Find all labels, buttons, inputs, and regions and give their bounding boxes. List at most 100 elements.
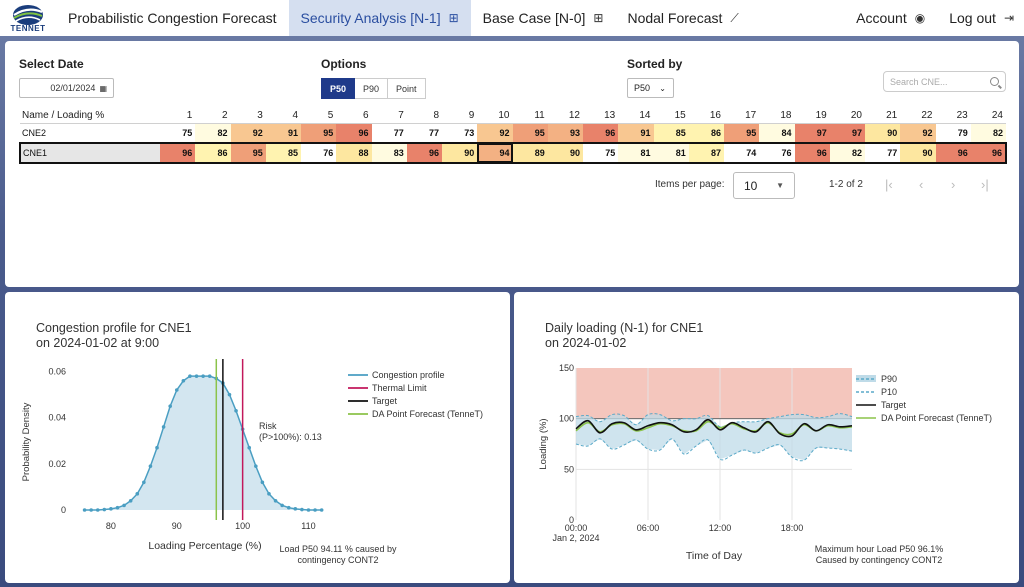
account-button[interactable]: Account ◉ [844, 0, 937, 36]
loading-cell[interactable]: 76 [301, 142, 337, 164]
daily-loading-chart[interactable]: 00:00 06:00 12:00 18:00 0 50 100 150 P90 P10 Targ… [514, 292, 1019, 583]
legend-label[interactable]: Target [881, 400, 907, 410]
search-cne-input[interactable]: Search CNE... [883, 71, 1006, 92]
last-page-icon[interactable]: ›| [981, 177, 989, 192]
date-input[interactable]: 02/01/2024 ▦ [19, 78, 114, 98]
option-point-button[interactable]: Point [388, 78, 426, 99]
column-header-hour[interactable]: 7 [398, 109, 404, 121]
column-header-hour[interactable]: 5 [327, 109, 334, 121]
loading-cell[interactable]: 73 [442, 122, 478, 143]
loading-cell[interactable]: 96 [935, 142, 971, 164]
density-point[interactable] [155, 445, 159, 450]
sort-select[interactable]: P50 ⌄ [627, 78, 674, 98]
density-point[interactable] [273, 498, 278, 503]
column-header-hour[interactable]: 2 [221, 109, 228, 121]
legend-label[interactable]: Congestion profile [372, 370, 445, 380]
column-header-hour[interactable]: 1 [186, 109, 193, 121]
loading-cell[interactable]: 95 [230, 142, 266, 164]
loading-cell[interactable]: 89 [512, 142, 548, 164]
density-point[interactable] [161, 425, 166, 429]
column-header-hour[interactable]: 16 [709, 109, 721, 121]
tennet-logo[interactable]: TENNET [0, 0, 56, 36]
loading-cell[interactable]: 96 [406, 142, 442, 164]
loading-cell[interactable]: 88 [336, 142, 372, 164]
column-header-hour[interactable]: 6 [362, 109, 369, 121]
column-header-hour[interactable]: 13 [604, 109, 616, 121]
density-point[interactable] [319, 508, 324, 512]
loading-cell[interactable]: 90 [865, 122, 901, 143]
cne-name-cell[interactable]: CNE1 [19, 142, 160, 164]
logout-button[interactable]: Log out ⇥ [937, 0, 1024, 36]
density-point[interactable] [142, 480, 146, 485]
loading-cell[interactable]: 95 [301, 122, 337, 143]
density-point[interactable] [122, 503, 126, 508]
column-header-hour[interactable]: 17 [745, 109, 757, 121]
column-header-hour[interactable]: 23 [956, 109, 968, 121]
loading-cell[interactable]: 96 [583, 122, 619, 143]
loading-cell[interactable]: 91 [618, 122, 654, 143]
column-header-hour[interactable]: 4 [292, 109, 298, 121]
density-point[interactable] [128, 498, 133, 503]
density-point[interactable] [82, 508, 87, 512]
calendar-icon[interactable]: ▦ [99, 83, 107, 93]
column-header-hour[interactable]: 18 [780, 109, 792, 121]
loading-cell[interactable]: 96 [794, 142, 830, 164]
density-point[interactable] [254, 464, 258, 468]
loading-cell[interactable]: 75 [583, 142, 619, 164]
column-header-hour[interactable]: 24 [991, 109, 1003, 121]
p10-line[interactable] [575, 438, 853, 462]
loading-cell[interactable]: 77 [371, 122, 407, 143]
column-header-hour[interactable]: 11 [534, 109, 545, 121]
table-row[interactable]: CNE1 96 86 95 85 76 88 83 96 90 94 89 90 75 81 81 87 74 76… [19, 142, 1008, 164]
density-point[interactable] [201, 374, 205, 378]
loading-cell[interactable]: 96 [336, 122, 372, 143]
loading-cell[interactable]: 92 [900, 122, 936, 143]
density-point[interactable] [115, 505, 120, 510]
column-header-name[interactable]: Name / Loading % [22, 109, 105, 121]
loading-cell[interactable]: 94 [477, 142, 513, 164]
legend-label[interactable]: DA Point Forecast (TenneT) [881, 413, 992, 423]
density-point[interactable] [194, 374, 199, 378]
loading-cell[interactable]: 92 [230, 122, 266, 143]
loading-cell[interactable]: 95 [512, 122, 548, 143]
loading-cell[interactable]: 75 [160, 122, 196, 143]
loading-cell[interactable]: 86 [688, 122, 724, 143]
density-point[interactable] [109, 507, 113, 511]
loading-cell[interactable]: 97 [829, 122, 865, 143]
p90-line[interactable] [575, 413, 853, 428]
loading-cell[interactable]: 83 [371, 142, 407, 164]
loading-cell[interactable]: 86 [195, 142, 231, 164]
loading-cell[interactable]: 91 [265, 122, 301, 143]
loading-cell[interactable]: 96 [160, 142, 196, 164]
loading-cell[interactable]: 93 [547, 122, 583, 143]
loading-cell[interactable]: 85 [265, 142, 301, 164]
density-point[interactable] [300, 507, 304, 512]
density-point[interactable] [148, 464, 153, 468]
density-point[interactable] [188, 374, 192, 378]
density-point[interactable] [135, 492, 140, 496]
legend-label[interactable]: Target [372, 396, 398, 406]
loading-cell[interactable]: 77 [865, 142, 901, 164]
loading-cell[interactable]: 77 [406, 122, 442, 143]
loading-cell[interactable]: 85 [653, 122, 689, 143]
loading-cell[interactable]: 81 [618, 142, 654, 164]
loading-cell[interactable]: 82 [970, 122, 1006, 143]
nav-security-analysis[interactable]: Security Analysis [N-1] ⊞ [288, 0, 471, 36]
column-header-hour[interactable]: 9 [468, 109, 475, 121]
legend-label[interactable]: Thermal Limit [372, 383, 427, 393]
column-header-hour[interactable]: 19 [815, 109, 827, 121]
legend-label[interactable]: DA Point Forecast (TenneT) [372, 409, 483, 419]
density-point[interactable] [102, 507, 107, 512]
density-point[interactable] [293, 507, 298, 511]
previous-page-icon[interactable]: ‹ [919, 177, 924, 192]
loading-cell[interactable]: 79 [935, 122, 971, 143]
nav-probabilistic-congestion-forecast[interactable]: Probabilistic Congestion Forecast [56, 0, 289, 36]
loading-cell[interactable]: 82 [829, 142, 865, 164]
density-point[interactable] [280, 503, 284, 508]
density-point[interactable] [181, 378, 186, 383]
density-point[interactable] [306, 508, 311, 512]
column-header-hour[interactable]: 10 [498, 109, 510, 121]
legend-label[interactable]: P90 [881, 374, 897, 384]
column-header-hour[interactable]: 12 [568, 109, 580, 121]
loading-cell[interactable]: 84 [759, 122, 795, 143]
